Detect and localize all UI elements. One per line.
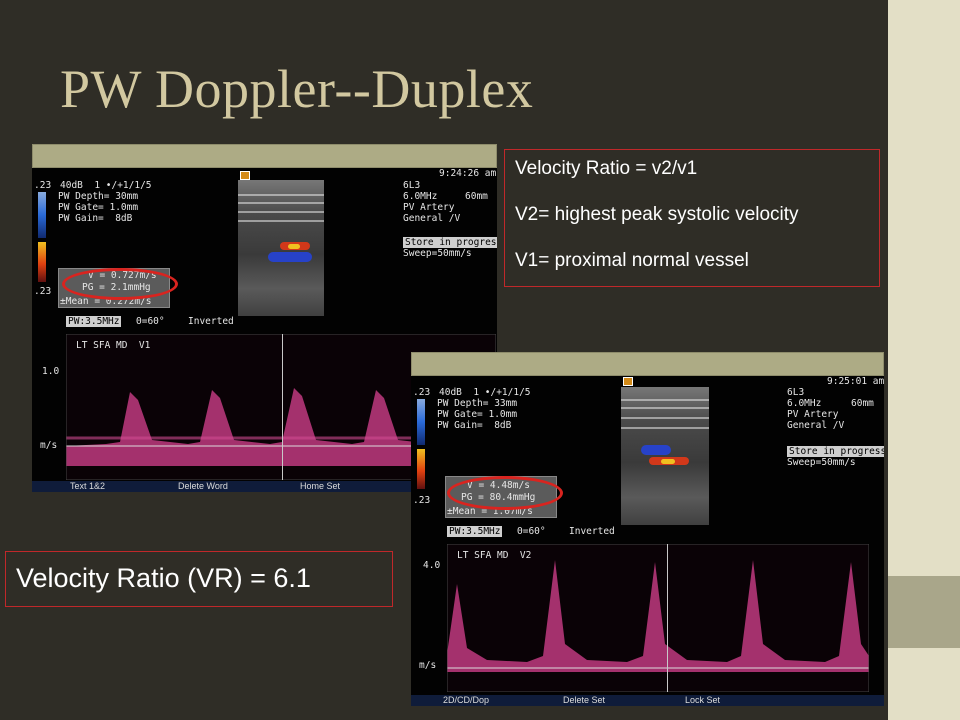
color-scale-bottom: .23 bbox=[413, 495, 431, 506]
velocity-ratio-definition-box: Velocity Ratio = v2/v1 V2= highest peak … bbox=[504, 149, 880, 287]
setting-line: PW Depth= 33mm bbox=[437, 398, 518, 409]
inverted-label: Inverted bbox=[188, 316, 234, 327]
probe-info: 6.0MHz bbox=[787, 398, 822, 409]
color-scale-bar-warm bbox=[417, 449, 425, 489]
highlight-oval bbox=[447, 476, 563, 510]
inverted-label: Inverted bbox=[569, 526, 615, 537]
setting-line: PW Gain= 8dB bbox=[58, 213, 133, 224]
probe-info: PV Artery bbox=[403, 202, 455, 213]
measure-mean: ±Mean = 1.07m/s bbox=[447, 506, 533, 517]
velocity-ratio-result: Velocity Ratio (VR) = 6.1 bbox=[5, 551, 393, 607]
color-scale-top: .23 bbox=[34, 180, 52, 191]
sweep-speed: Sweep=50mm/s bbox=[787, 457, 856, 468]
setting-line: PW Gate= 1.0mm bbox=[58, 202, 139, 213]
soft-key: Home Set bbox=[300, 481, 341, 491]
trace-label: LT SFA MD V2 bbox=[457, 550, 532, 561]
probe-marker-icon bbox=[240, 171, 250, 180]
soft-key: Delete Word bbox=[178, 481, 228, 491]
highlight-oval bbox=[62, 268, 178, 300]
sweep-cursor bbox=[282, 334, 283, 480]
setting-line: PW Depth= 30mm bbox=[58, 191, 139, 202]
velocity-scale-value: 1.0 bbox=[42, 366, 60, 377]
probe-marker-icon bbox=[623, 377, 633, 386]
color-scale-top: .23 bbox=[413, 387, 431, 398]
definition-line: V2= highest peak systolic velocity bbox=[515, 204, 799, 225]
setting-line: PW Gate= 1.0mm bbox=[437, 409, 518, 420]
definition-line: V1= proximal normal vessel bbox=[515, 250, 749, 271]
soft-key: Text 1&2 bbox=[70, 481, 106, 491]
soft-key: Delete Set bbox=[563, 695, 606, 705]
setting-line: PW Gain= 8dB bbox=[437, 420, 512, 431]
probe-info: General /V bbox=[403, 213, 461, 224]
panel-header-bar bbox=[411, 352, 884, 376]
timestamp: 9:25:01 am bbox=[827, 376, 884, 387]
probe-info: 6L3 bbox=[403, 180, 421, 191]
probe-info: 6.0MHz bbox=[403, 191, 438, 202]
sweep-cursor bbox=[667, 544, 668, 692]
color-flow-yellow bbox=[288, 244, 300, 249]
depth-label: 60mm bbox=[851, 398, 874, 409]
definition-line: Velocity Ratio = v2/v1 bbox=[515, 158, 698, 179]
b-mode-image bbox=[621, 387, 709, 525]
velocity-scale-value: 4.0 bbox=[423, 560, 441, 571]
probe-info: PV Artery bbox=[787, 409, 839, 420]
probe-info: 6L3 bbox=[787, 387, 805, 398]
b-mode-image bbox=[238, 180, 324, 316]
soft-key-bar bbox=[411, 695, 884, 706]
color-scale-bar-warm bbox=[38, 242, 46, 282]
trace-label: LT SFA MD V1 bbox=[76, 340, 151, 351]
color-flow-yellow bbox=[661, 459, 675, 464]
color-scale-bar bbox=[38, 192, 46, 238]
slide-title: PW Doppler--Duplex bbox=[60, 59, 534, 119]
soft-key-bar bbox=[32, 481, 497, 492]
pw-frequency: PW:3.5MHz bbox=[66, 316, 122, 327]
sweep-speed: Sweep=50mm/s bbox=[403, 248, 472, 259]
ultrasound-panel-v1: 9:24:26 am .23 .23 40dB 1 •/+1/1/5 PW De… bbox=[32, 144, 497, 492]
measure-mean: ±Mean = 0.272m/s bbox=[60, 296, 152, 307]
right-accent-block bbox=[888, 576, 960, 648]
store-status: Store in progress bbox=[403, 237, 497, 248]
store-status: Store in progress bbox=[787, 446, 884, 457]
depth-label: 60mm bbox=[465, 191, 488, 202]
pw-frequency: PW:3.5MHz bbox=[447, 526, 503, 537]
angle-label: Θ=60° bbox=[136, 316, 165, 327]
angle-label: Θ=60° bbox=[517, 526, 546, 537]
panel-header-bar bbox=[32, 144, 497, 168]
velocity-unit: m/s bbox=[419, 660, 437, 671]
velocity-unit: m/s bbox=[40, 440, 58, 451]
timestamp: 9:24:26 am bbox=[439, 168, 497, 179]
soft-key: Lock Set bbox=[685, 695, 721, 705]
spectral-waveform bbox=[447, 544, 869, 692]
color-scale-bottom: .23 bbox=[34, 286, 52, 297]
setting-line: 40dB 1 •/+1/1/5 bbox=[60, 180, 152, 191]
color-scale-bar bbox=[417, 399, 425, 445]
soft-key: 2D/CD/Dop bbox=[443, 695, 490, 705]
probe-info: General /V bbox=[787, 420, 845, 431]
color-flow-blue bbox=[268, 252, 312, 262]
ultrasound-panel-v2: 9:25:01 am .23 .23 40dB 1 •/+1/1/5 PW De… bbox=[411, 352, 884, 706]
color-flow-blue bbox=[641, 445, 671, 455]
setting-line: 40dB 1 •/+1/1/5 bbox=[439, 387, 531, 398]
